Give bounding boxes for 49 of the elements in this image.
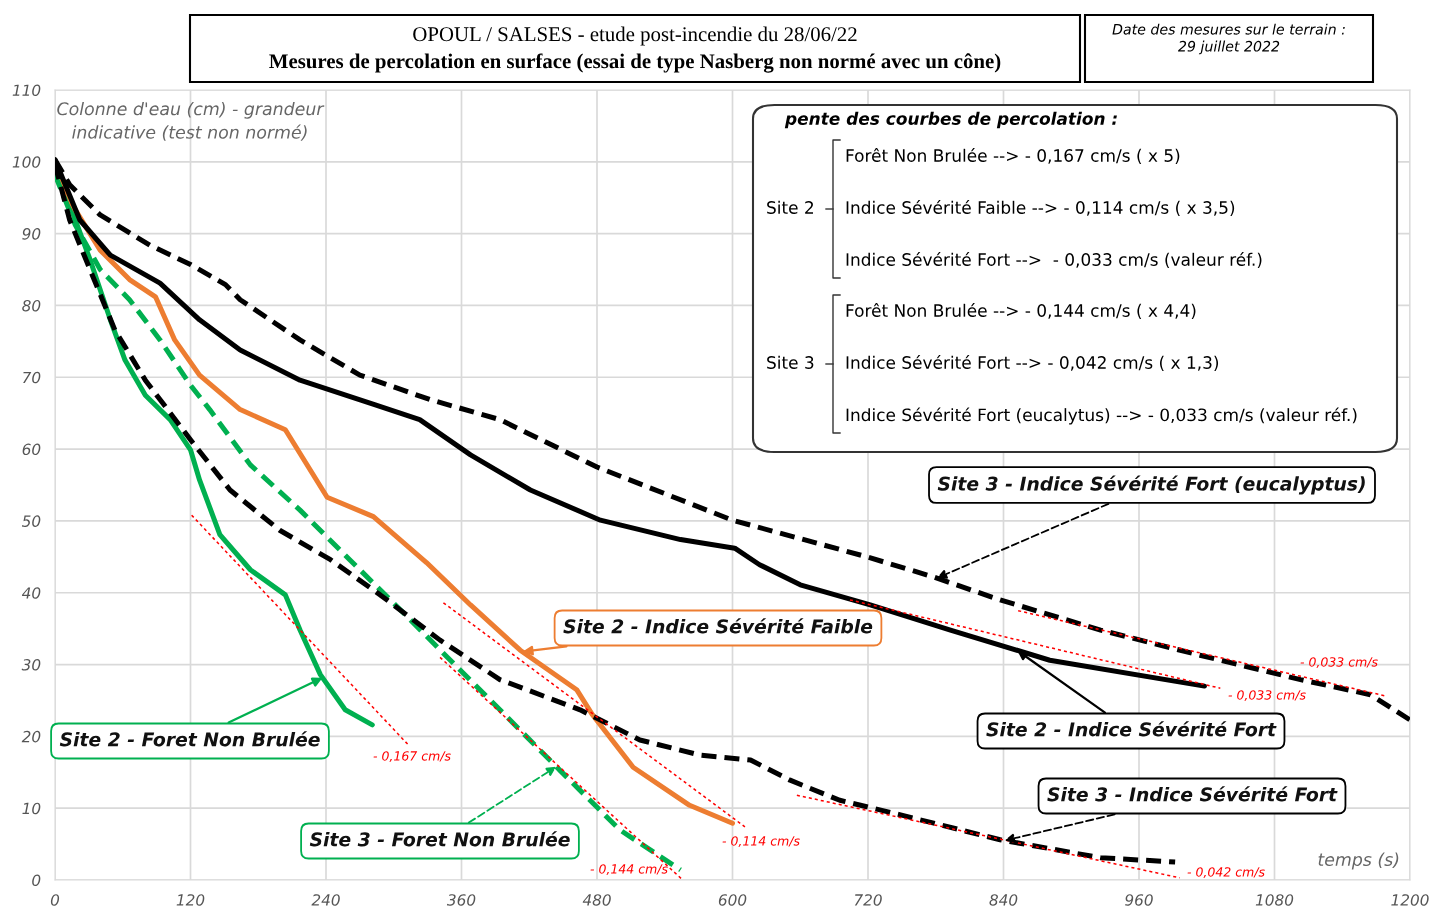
y-tick-label: 10	[22, 802, 41, 815]
annotation: Site 2	[767, 200, 813, 214]
y-tick-label: 40	[21, 587, 41, 599]
text: Site 3 - Indice Sévérité Fort (eucalyptus)	[937, 475, 1365, 495]
y-tick-label: 30	[21, 659, 41, 671]
annotation: - 0,114 cm/s	[722, 836, 800, 847]
x-tick-label: 1080	[1255, 894, 1294, 906]
y-tick-label: 0	[32, 874, 41, 887]
y-tick-label: 90	[22, 228, 41, 240]
x-tick-label: 600	[718, 894, 747, 906]
annotation: Indice Sévérité Fort --> - 0,033 cm/s (valeur réf.)	[846, 252, 1262, 268]
y-tick-label: 80	[22, 299, 41, 312]
annotation: pente des courbes de percolation :	[784, 111, 1117, 129]
annotation: - 0,033 cm/s	[1300, 657, 1378, 668]
x-tick-label: 480	[582, 894, 611, 906]
annotation: Indice Sévérité Fort (eucalytus) --> - 0,033 cm/s (valeur réf.)	[846, 407, 1357, 425]
y-tick-label: 100	[12, 156, 41, 168]
y-tick-label: 110	[12, 84, 41, 97]
annotation: - 0,042 cm/s	[1187, 867, 1265, 878]
x-tick-label: 0	[50, 894, 60, 906]
y-tick-label: 60	[22, 443, 41, 456]
annotation: Site 3	[767, 355, 814, 369]
annotation: - 0,167 cm/s	[373, 751, 451, 762]
x-axis-title: temps (s)	[1318, 852, 1399, 870]
text: Site 2 - Indice Sévérité Faible	[563, 618, 873, 634]
annotation: - 0,033 cm/s	[1228, 690, 1306, 701]
legend-label: Site 2 - Foret Non Brulée	[59, 731, 320, 747]
text: Date des mesures sur le terrain : 29 juillet 2022	[1112, 23, 1345, 55]
y-tick-label: 50	[21, 515, 41, 527]
chart-subtitle: Mesures de percolation en surface (essai de type Nasberg non normé avec un cône)	[269, 53, 1001, 73]
y-tick-label: 70	[23, 371, 41, 384]
annotation: Forêt Non Brulée --> - 0,167 cm/s ( x 5)	[846, 148, 1180, 164]
series-label: Site 3 - Foret Non Brulée	[309, 831, 570, 847]
x-tick-label: 240	[311, 894, 340, 906]
x-tick-label: 840	[989, 894, 1018, 906]
annotation: - 0,144 cm/s	[590, 864, 668, 875]
text: Site 3 - Indice Sévérité Fort	[1047, 786, 1338, 802]
x-tick-label: 1200	[1391, 894, 1429, 906]
x-tick-label: 720	[854, 894, 882, 906]
y-tick-label: 20	[21, 730, 41, 743]
chart-title: OPOUL / SALSES - etude post-incendie du 28/06/22	[413, 26, 857, 46]
x-tick-label: 960	[1125, 894, 1153, 906]
annotation: Forêt Non Brulée --> - 0,144 cm/s ( x 4,4)	[846, 303, 1196, 319]
y-axis-title: Colonne d'eau (cm) - grandeur indicative (test non normé)	[57, 101, 325, 141]
annotation: Indice Sévérité Fort --> - 0,042 cm/s ( x 1,3)	[846, 355, 1219, 371]
text: Site 2 - Indice Sévérité Fort	[986, 721, 1277, 737]
x-tick-label: 120	[176, 894, 205, 906]
x-tick-label: 360	[446, 894, 476, 906]
annotation: Indice Sévérité Faible --> - 0,114 cm/s ( x 3,5)	[846, 200, 1235, 216]
